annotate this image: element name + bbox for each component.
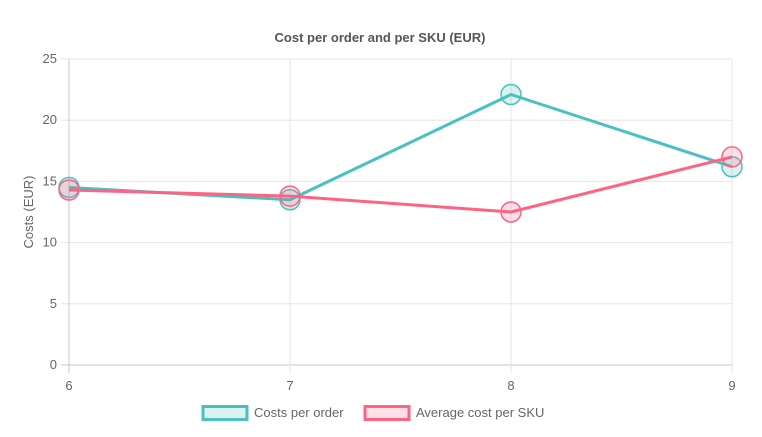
y-axis-title: Costs (EUR) — [21, 176, 36, 249]
chart-title: Cost per order and per SKU (EUR) — [275, 30, 486, 45]
y-tick-label: 0 — [50, 357, 57, 372]
series-0 — [58, 83, 743, 211]
data-point[interactable] — [500, 201, 522, 223]
legend-label: Average cost per SKU — [416, 405, 544, 420]
legend-item[interactable]: Average cost per SKU — [363, 405, 544, 421]
data-point[interactable] — [58, 179, 80, 201]
legend-label: Costs per order — [254, 405, 344, 420]
legend: Costs per order Average cost per SKU — [201, 405, 544, 421]
series-1 — [58, 146, 743, 223]
legend-swatch — [201, 405, 249, 421]
legend-swatch — [363, 405, 411, 421]
series-layer — [58, 83, 743, 223]
legend-item[interactable]: Costs per order — [201, 405, 344, 421]
y-tick-label: 25 — [43, 51, 57, 66]
x-tick-label: 8 — [507, 378, 514, 393]
data-point[interactable] — [279, 185, 301, 207]
y-tick-label: 20 — [43, 112, 57, 127]
y-tick-label: 15 — [43, 173, 57, 188]
axes: 0 5 10 15 20 25 6 7 8 9 — [43, 51, 736, 393]
data-point[interactable] — [500, 83, 522, 106]
x-tick-label: 9 — [728, 378, 735, 393]
y-tick-label: 10 — [43, 235, 57, 250]
series-line — [68, 92, 733, 202]
x-tick-label: 6 — [65, 378, 72, 393]
y-tick-label: 5 — [50, 296, 57, 311]
series-line — [68, 155, 733, 214]
data-point[interactable] — [721, 146, 743, 168]
grid-lines — [61, 58, 733, 373]
x-tick-label: 7 — [286, 378, 293, 393]
